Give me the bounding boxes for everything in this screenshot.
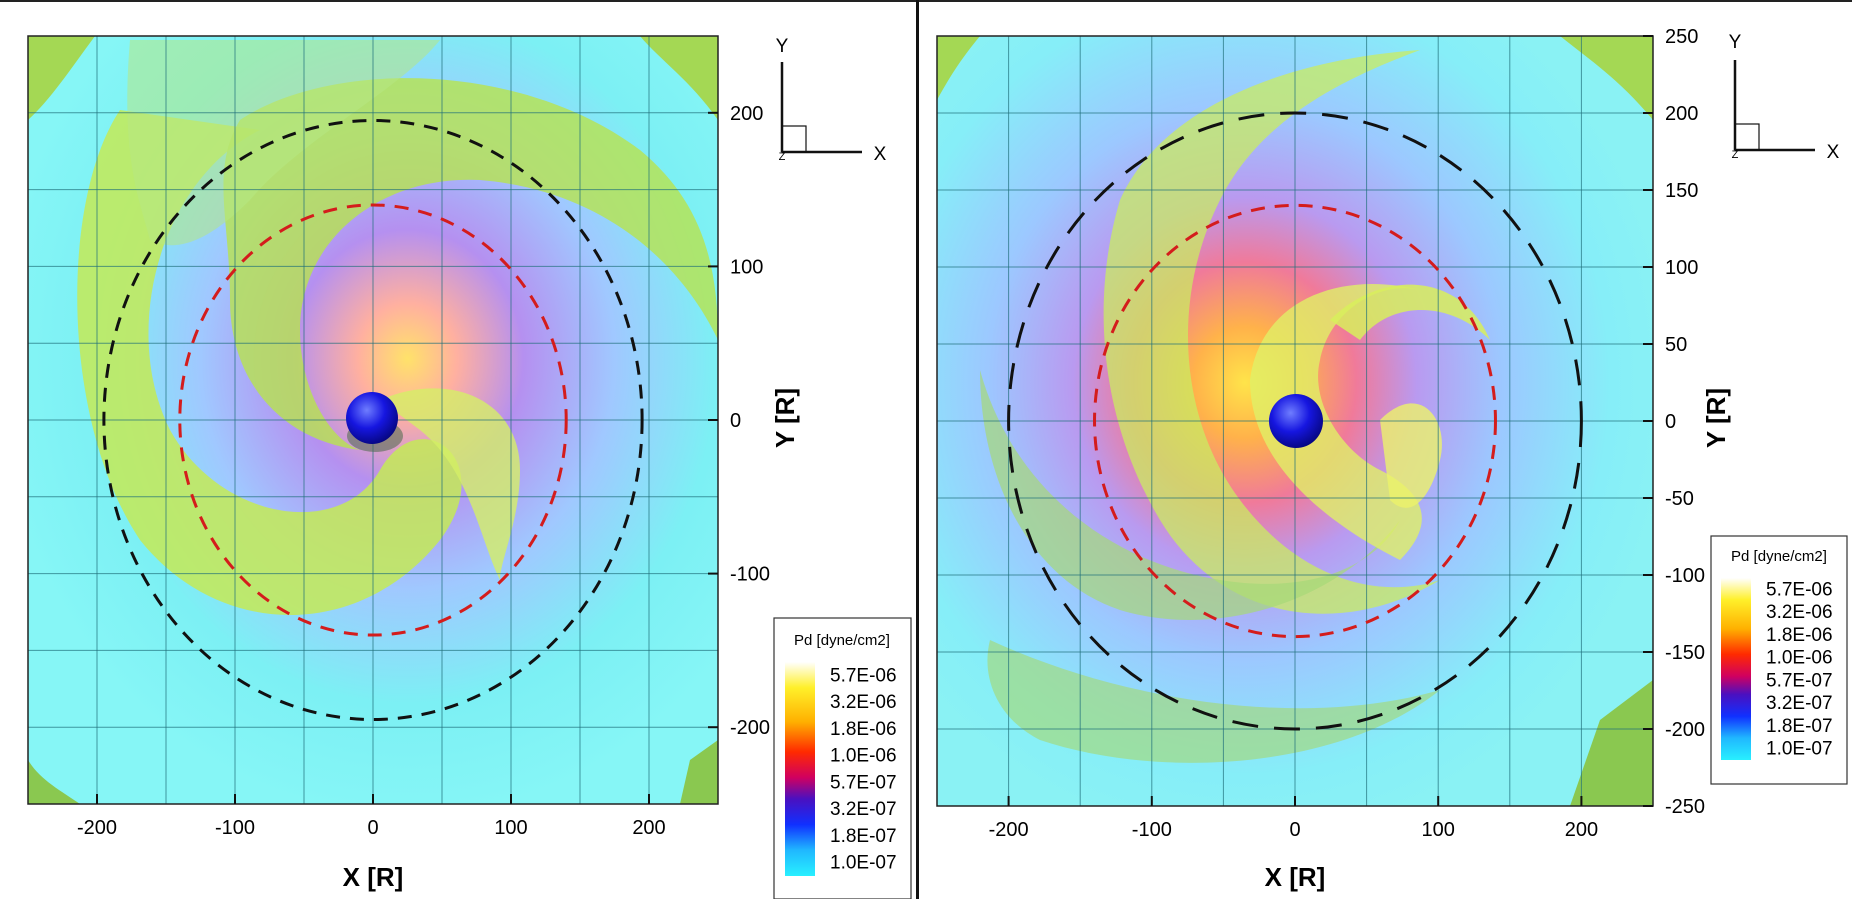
legend-label: 5.7E-07 <box>1766 670 1833 691</box>
dashed-circle <box>178 203 568 637</box>
legend-label: 1.8E-06 <box>1766 625 1833 646</box>
triad-y-label-right: Y <box>1729 32 1742 53</box>
dashed-circle <box>1007 111 1583 731</box>
legend-title-right: Pd [dyne/cm2] <box>1731 548 1827 565</box>
chart-right-svg: -200 -100 0 100 200 -250 -200 -150 -100 -50 0 50 100… <box>936 26 1848 892</box>
ticks-right: -200 -100 0 100 200 -250 -200 -150 -100 -50 0 50 100… <box>989 26 1705 841</box>
axis-triad-right: Y X Z <box>1729 32 1840 163</box>
x-axis-label-right: X [R] <box>1265 862 1326 892</box>
grid-right <box>937 36 1653 806</box>
y-tick-label: -150 <box>1665 642 1705 664</box>
circles-left <box>102 118 644 722</box>
legend-label: 5.7E-06 <box>1766 579 1833 600</box>
central-sphere-left <box>346 392 398 444</box>
ticks-left: -200 -100 0 100 200 -200 -100 0 100 200 <box>77 103 770 839</box>
y-tick-label: 50 <box>1665 334 1687 356</box>
y-tick-label: -200 <box>1665 719 1705 741</box>
legend-label: 3.2E-06 <box>830 692 897 713</box>
panel-divider <box>916 0 919 899</box>
circles-right <box>1007 111 1583 731</box>
y-axis-label-right: Y [R] <box>1701 388 1731 448</box>
x-tick-label: 100 <box>1422 819 1455 841</box>
x-tick-label: -200 <box>77 817 117 839</box>
legend-label: 1.0E-07 <box>830 853 897 874</box>
x-tick-label: 0 <box>1289 819 1300 841</box>
top-border <box>0 0 1852 2</box>
y-tick-label: 100 <box>730 256 763 278</box>
legend-label: 5.7E-07 <box>830 772 897 793</box>
grid-left <box>28 36 718 804</box>
legend-label: 3.2E-07 <box>1766 693 1833 714</box>
triad-z-label-right: Z <box>1732 149 1739 161</box>
chart-left-svg: -200 -100 0 100 200 -200 -100 0 100 200 X [R] Y [… <box>27 35 912 900</box>
dashed-circle <box>1093 203 1497 639</box>
x-tick-label: -100 <box>1132 819 1172 841</box>
legend-right: Pd [dyne/cm2] 5.7E-063.2E-061.8E-061.0E-… <box>1710 535 1848 785</box>
y-axis-label-left: Y [R] <box>770 388 800 448</box>
x-tick-label: 0 <box>367 817 378 839</box>
y-tick-label: 0 <box>1665 411 1676 433</box>
legend-label: 1.8E-07 <box>830 826 897 847</box>
triad-z-label-left: Z <box>779 151 786 163</box>
x-tick-label: 200 <box>1565 819 1598 841</box>
chart-right: -200 -100 0 100 200 -250 -200 -150 -100 -50 0 50 100… <box>920 0 1852 904</box>
y-tick-label: -100 <box>1665 565 1705 587</box>
x-tick-label: -200 <box>989 819 1029 841</box>
y-tick-label: 200 <box>1665 103 1698 125</box>
triad-x-label-left: X <box>874 144 887 165</box>
legend-label: 1.8E-07 <box>1766 716 1833 737</box>
y-tick-label: 150 <box>1665 180 1698 202</box>
legend-title-left: Pd [dyne/cm2] <box>794 632 890 649</box>
y-tick-label: -100 <box>730 564 770 586</box>
legend-label: 1.0E-06 <box>830 746 897 767</box>
y-tick-label: -50 <box>1665 488 1694 510</box>
x-axis-label-left: X [R] <box>343 862 404 892</box>
y-tick-label: 0 <box>730 410 741 432</box>
legend-label: 3.2E-06 <box>1766 602 1833 623</box>
x-tick-label: 100 <box>494 817 527 839</box>
y-tick-label: -250 <box>1665 796 1705 818</box>
x-tick-label: 200 <box>632 817 665 839</box>
legend-label: 1.0E-07 <box>1766 739 1833 760</box>
legend-label: 1.0E-06 <box>1766 648 1833 669</box>
y-tick-label: 250 <box>1665 26 1698 48</box>
y-tick-label: -200 <box>730 717 770 739</box>
central-sphere-right <box>1269 394 1323 448</box>
legend-label: 3.2E-07 <box>830 799 897 820</box>
y-tick-label: 200 <box>730 103 763 125</box>
triad-y-label-left: Y <box>776 36 789 57</box>
dashed-circle <box>102 118 644 722</box>
axis-triad-left: Y X Z <box>776 36 887 165</box>
legend-label: 5.7E-06 <box>830 665 897 686</box>
legend-left: Pd [dyne/cm2] 5.7E-06 3.2E-06 1.8E-06 1.0E-… <box>773 617 912 900</box>
legend-label: 1.8E-06 <box>830 719 897 740</box>
chart-left: -200 -100 0 100 200 -200 -100 0 100 200 X [R] Y [… <box>0 0 916 904</box>
triad-x-label-right: X <box>1827 142 1840 163</box>
x-tick-label: -100 <box>215 817 255 839</box>
y-tick-label: 100 <box>1665 257 1698 279</box>
